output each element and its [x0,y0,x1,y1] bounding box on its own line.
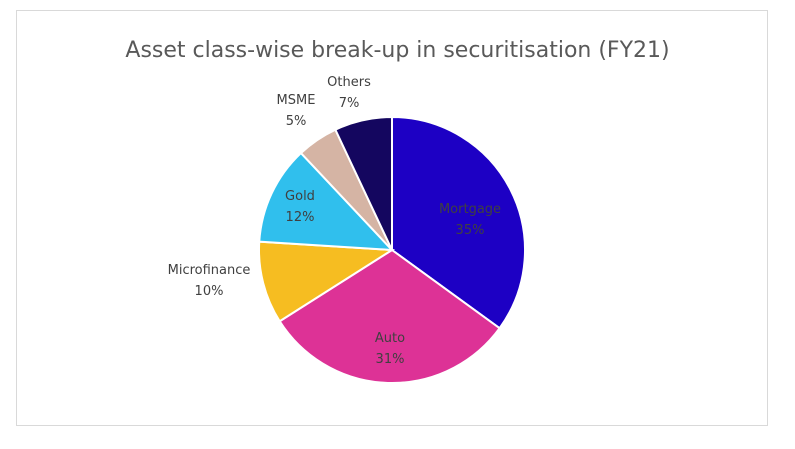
slice-label-others: Others [327,75,371,90]
slice-label-msme: MSME [277,93,316,108]
chart-title: Asset class-wise break-up in securitisat… [125,38,670,63]
pie-slice-others [334,115,393,251]
pie-slice-gold [258,151,395,252]
slice-value-others: 7% [339,96,360,111]
pie-slice-auto [278,248,501,385]
slice-label-auto: Auto [375,331,405,346]
slice-value-auto: 31% [376,352,405,367]
pie-slice-microfinance [258,240,396,323]
slice-value-msme: 5% [286,114,307,129]
slice-value-mortgage: 35% [456,223,485,238]
slice-label-gold: Gold [285,189,315,204]
pie-slice-mortgage [391,115,526,330]
slice-value-microfinance: 10% [195,284,224,299]
slice-label-microfinance: Microfinance [168,263,251,278]
slice-value-gold: 12% [286,210,315,225]
slice-label-mortgage: Mortgage [439,202,501,217]
